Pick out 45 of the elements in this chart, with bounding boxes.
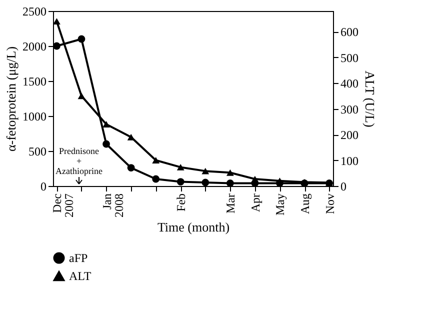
- point: [226, 169, 234, 176]
- y-tick-label: 500: [28, 144, 46, 158]
- point: [202, 168, 210, 174]
- y2-axis-title: ALT (U/L): [362, 70, 378, 128]
- point: [176, 178, 184, 186]
- y2-tick-label: 600: [340, 25, 358, 40]
- x-axis-title: Time (month): [157, 220, 230, 234]
- y-tick-label: 2500: [22, 4, 46, 18]
- x-tick-label: Apr: [248, 194, 262, 212]
- point: [251, 176, 259, 182]
- y-axis-title: α-fetoprotein (μg/L): [4, 46, 18, 152]
- x-tick-label: Mar: [224, 194, 238, 214]
- y-tick-label: 1500: [22, 74, 46, 88]
- y2-tick-label: 0: [340, 180, 346, 194]
- y-tick-label: 0: [40, 180, 46, 194]
- y2-tick-label: 300: [340, 102, 358, 116]
- point: [176, 164, 184, 170]
- y2-tick-label: 500: [340, 50, 358, 65]
- x-tick-label: Feb: [174, 194, 188, 212]
- point: [102, 140, 110, 148]
- point: [53, 42, 60, 50]
- y-tick-label: 2000: [22, 40, 46, 54]
- x-tick-label: Jan 2008: [100, 194, 126, 218]
- point: [127, 134, 135, 140]
- point: [202, 178, 210, 186]
- point: [102, 121, 110, 128]
- point: [276, 178, 284, 184]
- point: [152, 157, 160, 164]
- point: [78, 35, 86, 43]
- annotation: Prednisone + Azathioprine: [56, 146, 102, 176]
- point: [152, 175, 160, 183]
- point: [127, 164, 135, 172]
- x-tick-label: Aug: [298, 194, 312, 214]
- legend-label: aFP: [69, 251, 88, 265]
- point: [226, 180, 234, 187]
- x-tick-label: May: [273, 194, 288, 216]
- point: [78, 92, 86, 100]
- y2-tick-label: 100: [340, 154, 358, 168]
- x-tick-label: Dec 2007: [50, 194, 76, 218]
- y2-tick-label: 400: [340, 76, 358, 91]
- y2-tick-label: 200: [340, 128, 358, 142]
- x-tick-label: Nov: [322, 194, 337, 214]
- point: [53, 18, 60, 25]
- y-tick-label: 1000: [22, 110, 46, 124]
- legend-label: ALT: [69, 269, 92, 283]
